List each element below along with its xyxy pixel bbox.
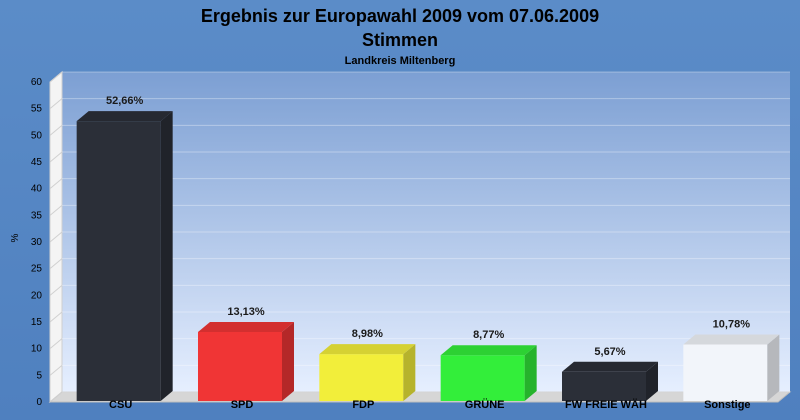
bar-top bbox=[440, 345, 537, 356]
grid-line-side bbox=[49, 151, 63, 163]
data-label: 8,77% bbox=[473, 329, 504, 341]
plot-area bbox=[48, 70, 792, 404]
bar-front bbox=[198, 331, 282, 401]
y-tick-label: 40 bbox=[31, 184, 43, 195]
bars: 52,66% 13,13% 8,98% 8,77% 5,67% 10,78% bbox=[76, 95, 780, 401]
bar-csu: 52,66% bbox=[76, 95, 173, 401]
y-tick-label: 45 bbox=[31, 157, 43, 168]
x-tick-label: FW FREIE WÄH bbox=[565, 398, 647, 411]
bar-front bbox=[76, 121, 161, 401]
data-label: 5,67% bbox=[594, 346, 625, 358]
bar-front bbox=[562, 371, 646, 401]
grid-line-side bbox=[49, 284, 63, 296]
plot-back-wall bbox=[62, 72, 790, 392]
chart-region: Landkreis Miltenberg bbox=[345, 55, 456, 67]
y-tick-label: 55 bbox=[31, 104, 43, 115]
x-tick-label: FDP bbox=[352, 399, 374, 411]
bar-top bbox=[76, 111, 173, 122]
bar-side bbox=[403, 344, 416, 401]
bar-front bbox=[319, 354, 404, 401]
bar-grüne: 8,77% bbox=[440, 329, 537, 401]
grid-line-side bbox=[49, 124, 63, 136]
bar-side bbox=[767, 334, 780, 401]
grid-line-side bbox=[49, 231, 63, 243]
bar-top bbox=[683, 334, 780, 345]
data-label: 52,66% bbox=[106, 95, 144, 107]
chart-subtitle: Stimmen bbox=[362, 30, 438, 50]
y-axis-label: % bbox=[10, 233, 21, 242]
y-tick-label: 15 bbox=[31, 317, 43, 328]
y-tick-label: 5 bbox=[36, 370, 42, 381]
y-tick-label: 30 bbox=[31, 237, 43, 248]
grid-line-side bbox=[49, 178, 63, 190]
grid-line-side bbox=[49, 258, 63, 270]
bar-fdp: 8,98% bbox=[319, 328, 416, 401]
data-label: 13,13% bbox=[227, 306, 265, 318]
bar-side bbox=[646, 361, 658, 401]
y-tick-label: 60 bbox=[31, 77, 43, 88]
grid-line-side bbox=[49, 204, 63, 216]
y-tick-label: 10 bbox=[31, 344, 43, 355]
data-label: 8,98% bbox=[352, 328, 383, 340]
bar-sonstige: 10,78% bbox=[683, 319, 780, 401]
x-tick-label: CSU bbox=[109, 399, 132, 411]
grid-line-side bbox=[49, 391, 63, 403]
bar-side bbox=[160, 111, 173, 401]
x-tick-label: SPD bbox=[231, 399, 254, 411]
bar-spd: 13,13% bbox=[198, 306, 294, 401]
grid-line-side bbox=[49, 98, 63, 110]
y-axis: 0 5 10 15 20 25 30 35 40 45 50 55 60 bbox=[31, 77, 43, 408]
y-tick-label: 35 bbox=[31, 210, 43, 221]
bar-top bbox=[198, 321, 294, 332]
bar-top bbox=[319, 344, 416, 355]
y-tick-label: 0 bbox=[36, 397, 42, 408]
grid-line-side bbox=[49, 71, 63, 83]
x-axis: CSU SPD FDP GRÜNE FW FREIE WÄH Sonstige bbox=[109, 398, 751, 411]
y-tick-label: 25 bbox=[31, 264, 43, 275]
y-tick-label: 50 bbox=[31, 130, 43, 141]
grid-line-side bbox=[49, 364, 63, 376]
grid-line-side bbox=[49, 338, 63, 350]
x-tick-label: GRÜNE bbox=[465, 398, 505, 411]
bar-front bbox=[683, 344, 768, 401]
bar-top bbox=[562, 361, 658, 372]
grid-line-side bbox=[49, 311, 63, 323]
y-tick-label: 20 bbox=[31, 290, 43, 301]
bar-front bbox=[440, 355, 525, 401]
x-tick-label: Sonstige bbox=[704, 399, 750, 411]
bar-side bbox=[282, 321, 294, 401]
bar-fw-freie-wäh: 5,67% bbox=[562, 346, 658, 401]
data-label: 10,78% bbox=[713, 319, 751, 331]
chart-title: Ergebnis zur Europawahl 2009 vom 07.06.2… bbox=[201, 6, 599, 26]
bar-side bbox=[524, 345, 537, 401]
